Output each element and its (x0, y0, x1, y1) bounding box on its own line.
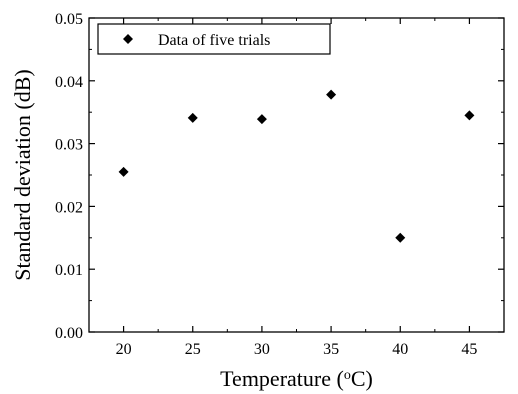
y-tick-label: 0.02 (55, 199, 83, 216)
x-tick-label: 40 (392, 341, 408, 358)
legend-box (97, 23, 331, 55)
x-tick-label: 25 (185, 341, 201, 358)
x-tick-label: 30 (254, 341, 270, 358)
x-axis-ticks: 20 25 30 35 40 45 (116, 18, 477, 358)
data-point (256, 114, 267, 125)
x-tick-label: 45 (461, 341, 477, 358)
data-points (118, 89, 475, 243)
y-tick-label: 0.01 (55, 262, 83, 279)
y-tick-label: 0.00 (55, 325, 83, 342)
y-tick-label: 0.04 (55, 74, 83, 91)
x-axis-title: Temperature (oC) (220, 366, 373, 391)
y-axis-title: Standard deviation (dB) (10, 69, 35, 280)
x-tick-label: 20 (116, 341, 132, 358)
data-point (187, 112, 198, 123)
legend: Data of five trials (97, 23, 331, 55)
data-point (118, 166, 129, 177)
y-tick-label: 0.05 (55, 11, 83, 28)
x-tick-label: 35 (323, 341, 339, 358)
plot-border (88, 17, 505, 333)
plot-frame (88, 17, 505, 333)
legend-marker (123, 34, 133, 44)
legend-label: Data of five trials (158, 32, 270, 49)
data-point (326, 89, 337, 100)
y-tick-label: 0.03 (55, 137, 83, 154)
y-axis-ticks: 0.00 0.01 0.02 0.03 0.04 0.05 (55, 11, 504, 342)
data-point (464, 110, 475, 121)
data-point (395, 232, 406, 243)
